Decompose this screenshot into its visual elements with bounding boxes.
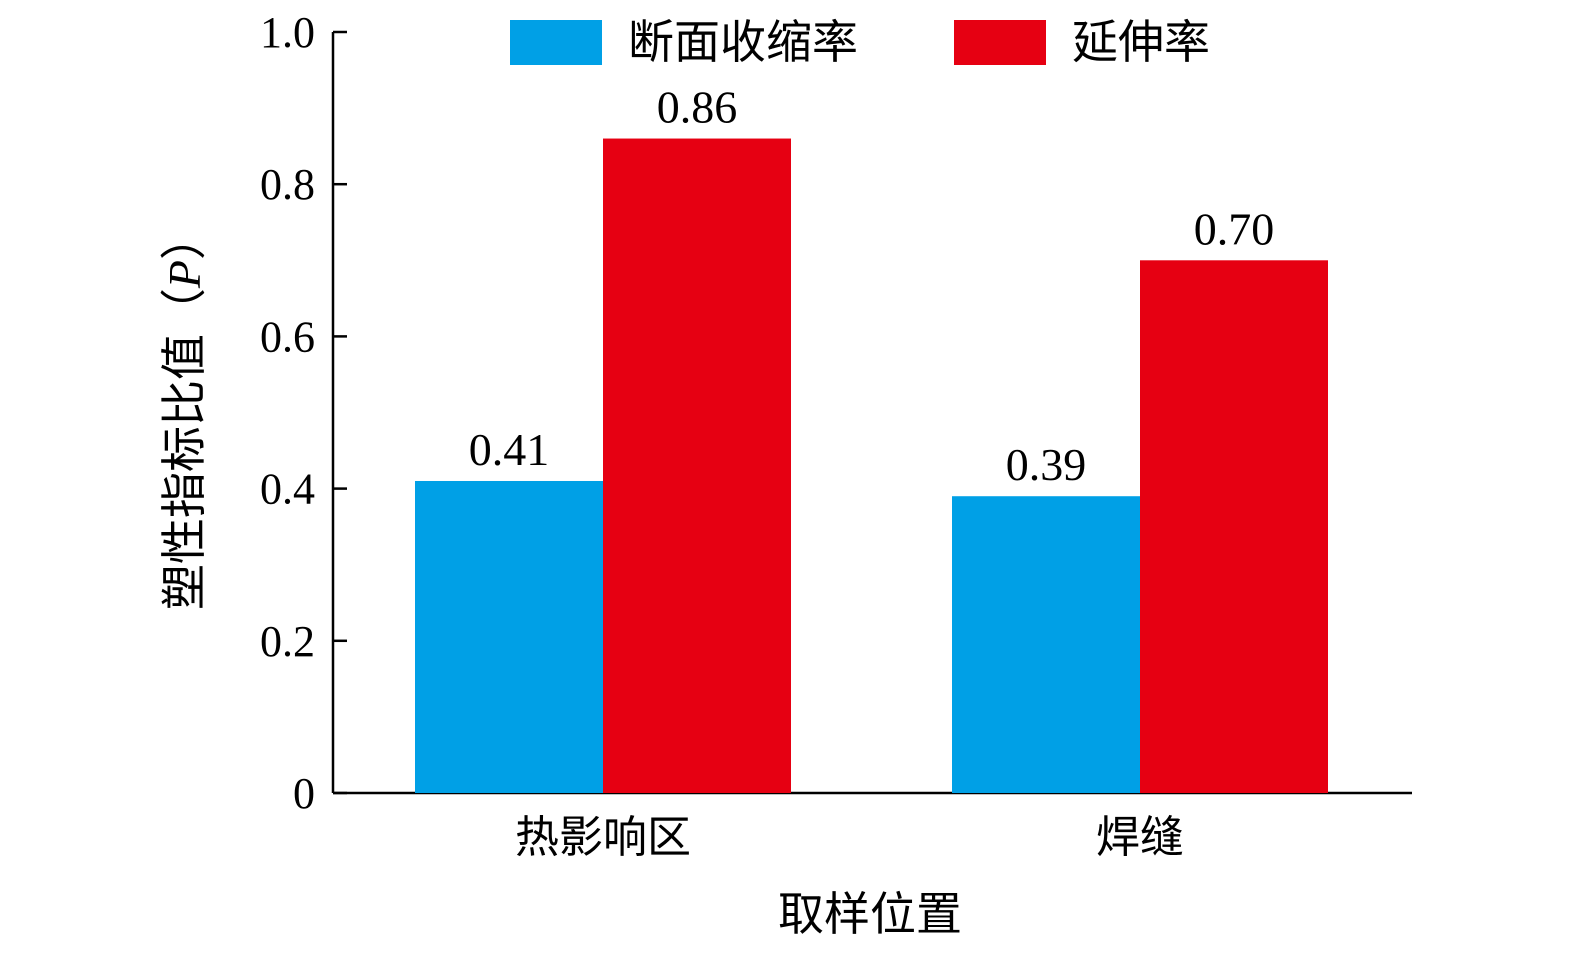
x-category-label: 热影响区 (515, 812, 691, 863)
y-tick-label: 0.4 (260, 465, 315, 514)
y-axis-title: 塑性指标比值（P） (157, 214, 211, 610)
bar (952, 496, 1140, 793)
y-tick-label: 0 (293, 769, 315, 818)
bar (1140, 260, 1328, 793)
bar-value-label: 0.70 (1194, 203, 1275, 254)
legend-label: 延伸率 (1072, 15, 1210, 69)
bar (603, 138, 791, 794)
y-tick-label: 0.6 (260, 312, 315, 361)
y-tick-label: 0.8 (260, 160, 315, 209)
bar-value-label: 0.39 (1006, 439, 1087, 490)
y-tick-label: 0.2 (260, 617, 315, 666)
legend: 断面收缩率 延伸率 (510, 15, 1210, 69)
y-axis-title-text: 塑性指标比值（ (157, 288, 211, 610)
bar-value-label: 0.41 (469, 424, 550, 475)
x-axis: 热影响区 焊缝 (333, 791, 1412, 863)
x-category-label: 焊缝 (1096, 812, 1184, 863)
y-axis-title-close: ） (157, 214, 211, 260)
bar (415, 480, 603, 793)
x-axis-title: 取样位置 (778, 887, 962, 941)
y-axis-title-symbol: P (159, 260, 210, 289)
legend-swatch (954, 20, 1046, 65)
legend-swatch (510, 20, 602, 65)
y-axis: 0 0.2 0.4 0.6 0.8 1.0 (260, 8, 347, 818)
value-labels: 0.41 0.86 0.39 0.70 (469, 82, 1275, 491)
legend-label: 断面收缩率 (628, 15, 858, 69)
bar-value-label: 0.86 (657, 82, 738, 133)
bars (415, 138, 1328, 794)
y-tick-label: 1.0 (260, 8, 315, 57)
